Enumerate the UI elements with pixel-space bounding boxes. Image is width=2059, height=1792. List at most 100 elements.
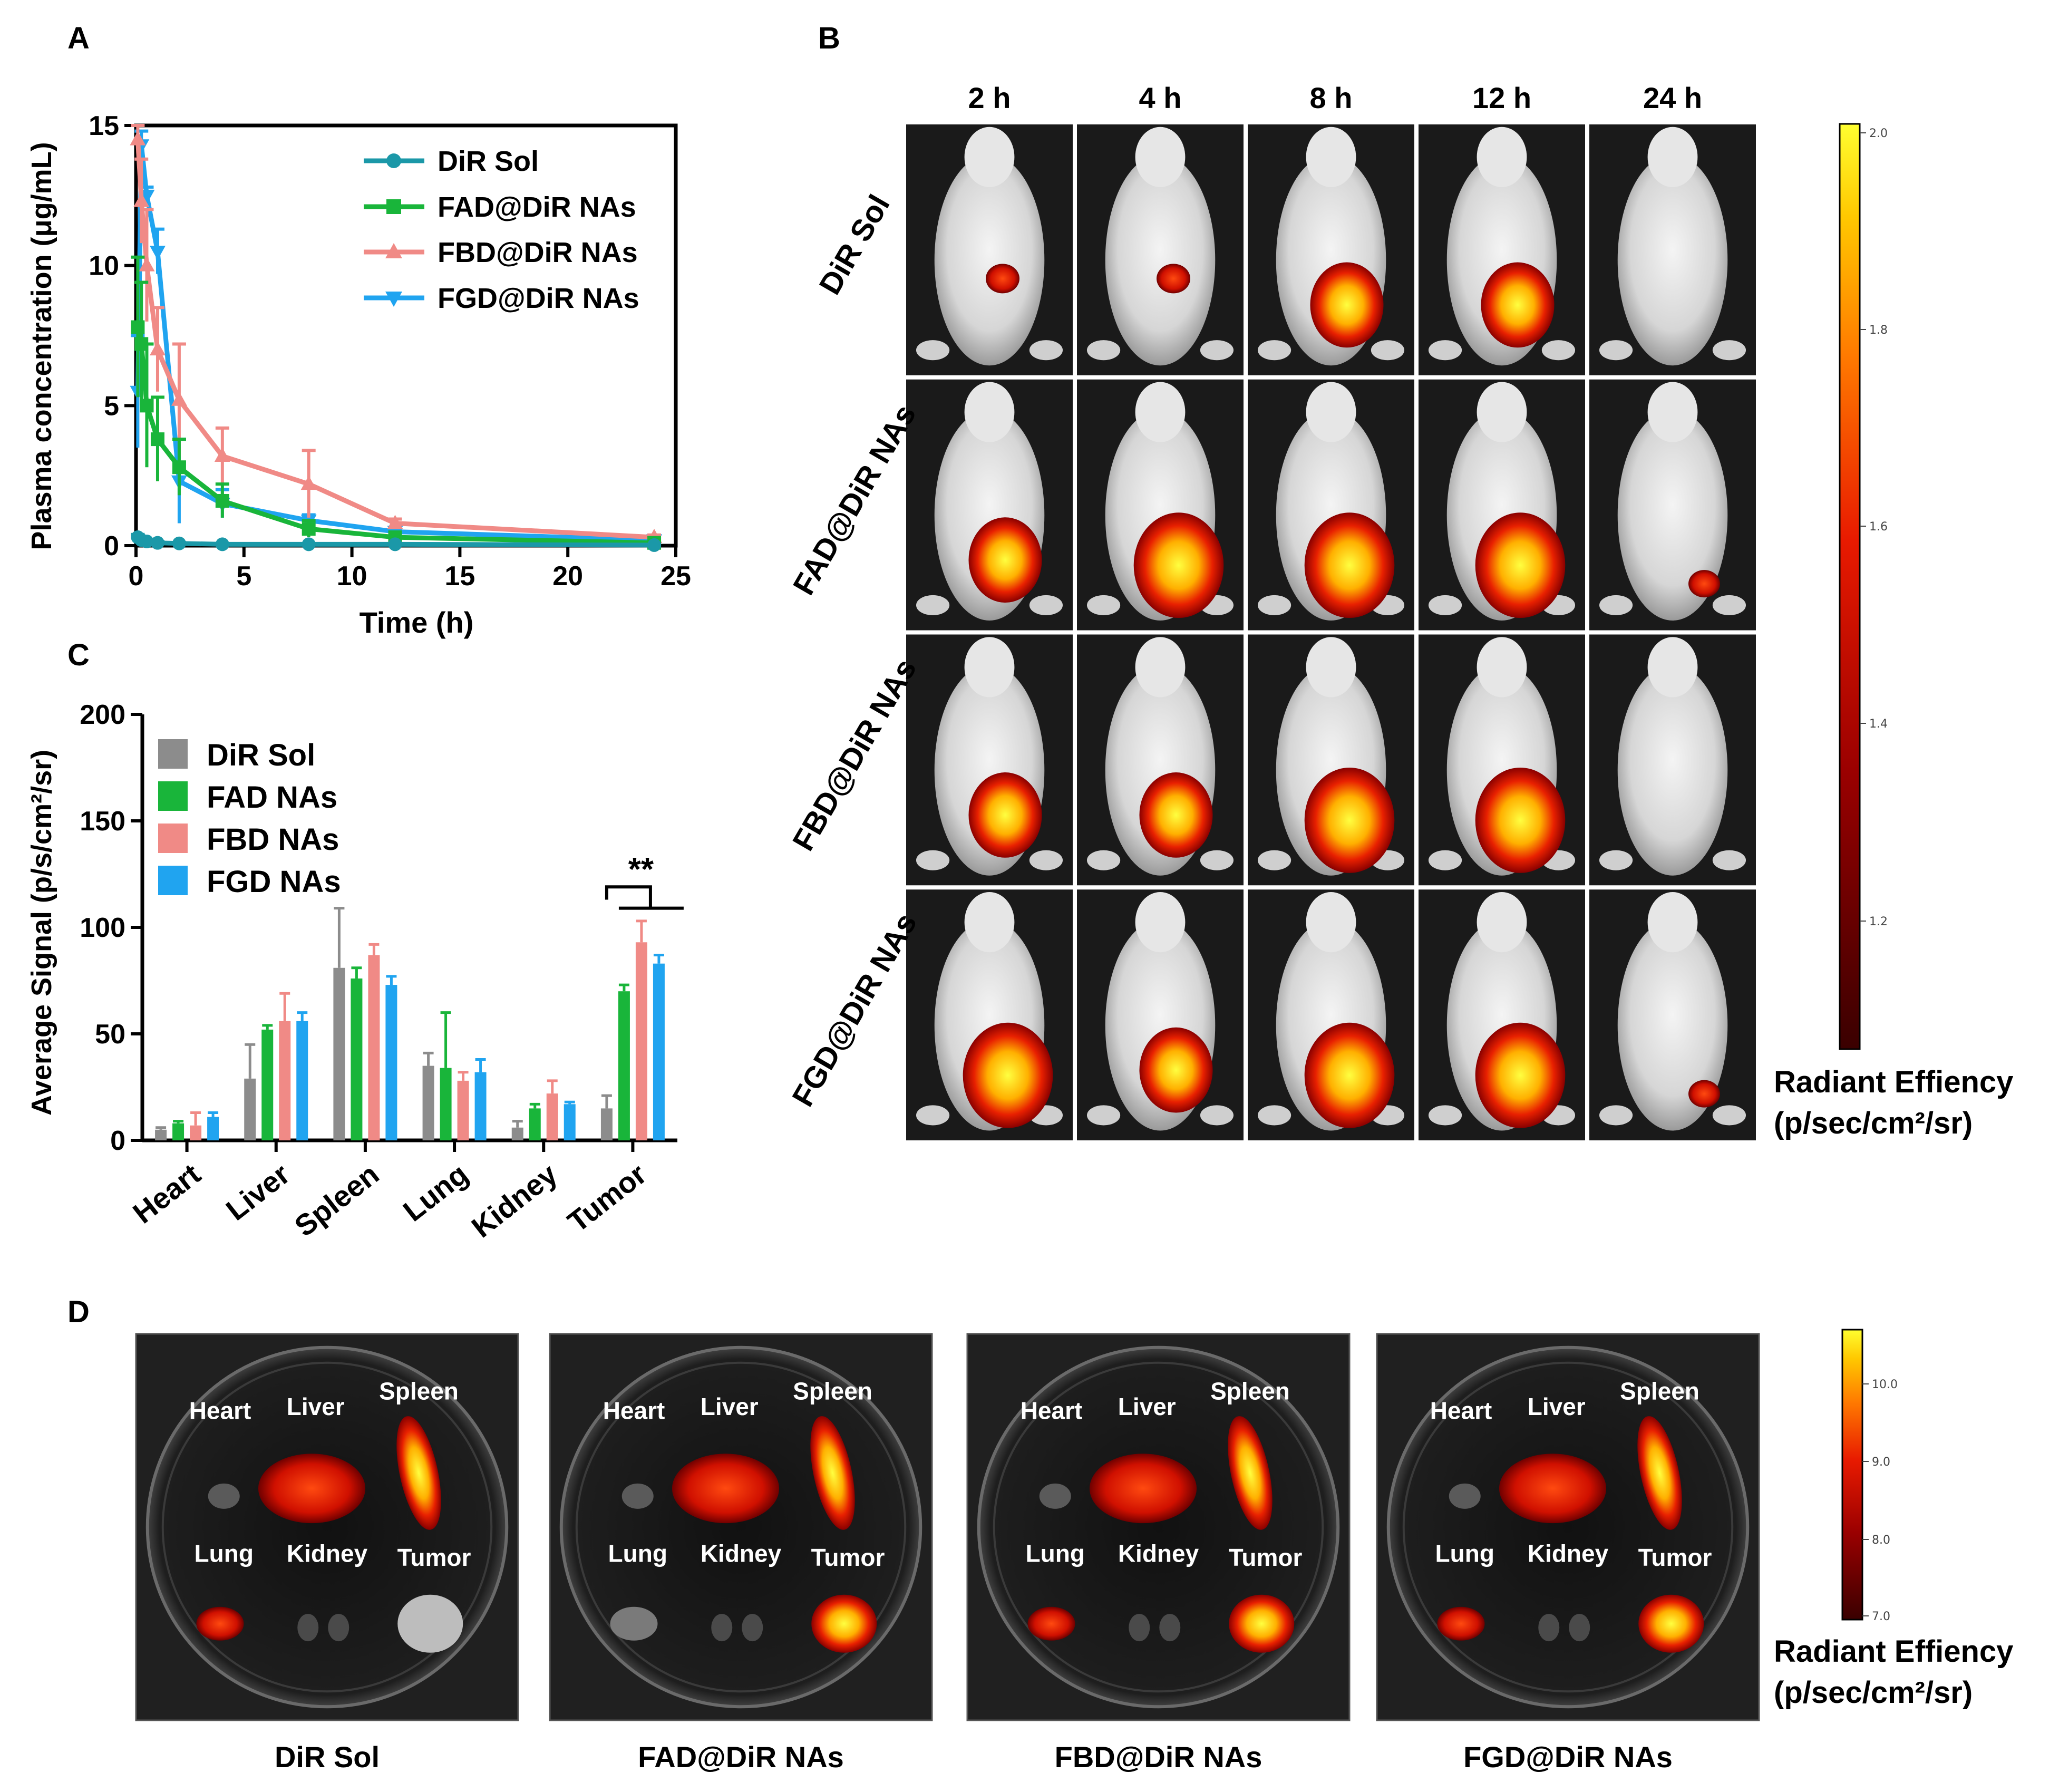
organ-label-heart: Heart: [189, 1397, 251, 1424]
fluorescence-signal: [1688, 570, 1720, 598]
legend-swatch: [158, 781, 188, 811]
colorbar-unit: (p/sec/cm²/sr): [1774, 1675, 1973, 1710]
mouse-paw: [1712, 1105, 1746, 1126]
mouse-paw: [1428, 1105, 1462, 1126]
petri-dish-rim: [161, 1361, 493, 1693]
panel-label-a: A: [67, 21, 90, 55]
legend-marker: [386, 199, 401, 214]
colorbar-label: Radiant Effiency: [1774, 1634, 2013, 1669]
data-point: [171, 391, 187, 406]
x-axis-label: Time (h): [360, 606, 474, 639]
mouse-body: [1617, 919, 1728, 1131]
mouse-head: [1647, 127, 1698, 187]
mouse-head: [1647, 892, 1698, 953]
bar: [190, 1125, 202, 1140]
y-axis-label: Average Signal (p/s/cm²/sr): [26, 750, 57, 1116]
fluorescence-signal: [1139, 1027, 1213, 1113]
mouse-image-cell: [906, 124, 1073, 375]
data-point: [388, 537, 402, 551]
bar: [155, 1129, 167, 1140]
mouse-image-cell: [1589, 379, 1756, 631]
colorbar: [1841, 1329, 1863, 1621]
mouse-image-cell: [1248, 124, 1414, 375]
data-point: [133, 192, 150, 207]
fluorescence-signal: [1139, 772, 1213, 858]
data-point: [149, 246, 166, 260]
mouse-head: [1306, 127, 1356, 187]
x-tick-label: Tumor: [561, 1157, 653, 1238]
colorbar: [1839, 123, 1861, 1050]
kidney-organ: [742, 1614, 763, 1642]
bar: [333, 967, 345, 1140]
mouse-paw: [1257, 595, 1291, 615]
mouse-paw: [1371, 340, 1405, 361]
organ-label-liver: Liver: [701, 1393, 759, 1420]
bar: [618, 991, 630, 1140]
bar: [279, 1021, 291, 1140]
legend-label: FAD@DiR NAs: [438, 191, 636, 223]
mouse-image-cell: [906, 379, 1073, 631]
x-tick-label: Kidney: [465, 1157, 564, 1244]
fluorescence-signal: [968, 772, 1042, 858]
organ-label-tumor: Tumor: [397, 1544, 471, 1571]
colorbar-tick-label: 1.2: [1869, 915, 1888, 928]
colorbar-tick-label: 7.0: [1872, 1610, 1890, 1623]
petri-dish-rim: [1402, 1361, 1734, 1693]
mouse-paw: [1029, 595, 1063, 615]
legend-label: DiR Sol: [207, 738, 315, 772]
organ-label-heart: Heart: [603, 1397, 665, 1424]
lung-organ: [610, 1606, 658, 1641]
bar: [546, 1093, 558, 1140]
colorbar-tick-label: 2.0: [1869, 127, 1888, 140]
tumor-organ: [397, 1594, 463, 1653]
mouse-paw: [916, 595, 950, 615]
mouse-head: [1477, 382, 1527, 442]
organ-label-lung: Lung: [608, 1539, 667, 1567]
mouse-paw: [1599, 340, 1633, 361]
x-tick-label: 25: [661, 561, 691, 592]
fluorescence-signal: [1481, 262, 1555, 348]
colorbar-tick-label: 1.6: [1869, 520, 1888, 534]
timepoint-label: 24 h: [1643, 81, 1702, 114]
lung-organ: [1437, 1606, 1485, 1641]
petri-dish-rim: [993, 1361, 1324, 1693]
organ-dish: Heart Liver Spleen Lung Kidney Tumor: [1376, 1333, 1760, 1721]
mouse-body: [1617, 410, 1728, 621]
kidney-organ: [711, 1614, 733, 1642]
mouse-image-cell: [1248, 889, 1414, 1140]
mouse-paw: [1200, 850, 1234, 870]
legend-label: FGD NAs: [207, 865, 341, 899]
dish-caption: FAD@DiR NAs: [638, 1740, 844, 1774]
x-tick-label: 0: [129, 561, 144, 592]
y-tick-label: 5: [104, 391, 119, 421]
mouse-paw: [1086, 595, 1121, 615]
fluorescence-signal: [1304, 512, 1395, 618]
bar: [261, 1029, 274, 1140]
mouse-paw: [1086, 340, 1121, 361]
legend-label: DiR Sol: [438, 146, 539, 177]
mouse-head: [1477, 127, 1527, 187]
timepoint-label: 4 h: [1139, 81, 1182, 114]
mouse-paw: [1257, 340, 1291, 361]
y-tick-label: 0: [104, 531, 119, 561]
mouse-paw: [1712, 595, 1746, 615]
bar: [368, 955, 380, 1140]
mouse-paw: [1599, 1105, 1633, 1126]
panel-c-bar-chart: 0 50 100 150 200 Average Signal (p/s/cm²/sr) H…: [26, 700, 684, 1244]
row-label: FAD@DiR NAs: [786, 399, 923, 600]
legend-label: FGD@DiR NAs: [438, 283, 639, 314]
organ-label-kidney: Kidney: [1118, 1539, 1199, 1567]
mouse-image-cell: [1077, 889, 1244, 1140]
organ-label-liver: Liver: [287, 1393, 345, 1420]
data-point: [150, 432, 164, 447]
mouse-head: [1135, 892, 1186, 953]
liver-organ: [258, 1454, 365, 1524]
mouse-head: [1477, 637, 1527, 698]
mouse-paw: [1200, 340, 1234, 361]
significance-label: **: [628, 851, 654, 888]
mouse-body: [1105, 154, 1216, 366]
mouse-image-cell: [1419, 124, 1585, 375]
kidney-organ: [1129, 1614, 1150, 1642]
heart-organ: [1039, 1483, 1071, 1509]
mouse-image-cell: [1077, 124, 1244, 375]
